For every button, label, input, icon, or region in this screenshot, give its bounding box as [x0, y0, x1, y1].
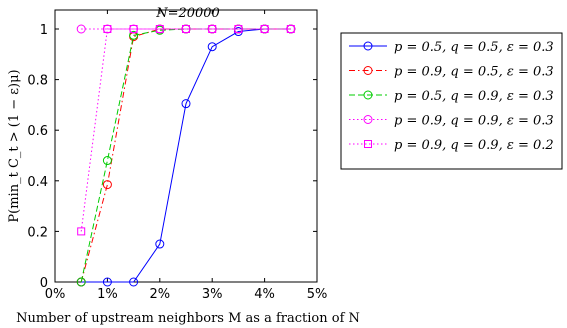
legend-marker [363, 41, 373, 51]
y-tick-label: 0 [40, 276, 48, 291]
legend-label: p = 0.9, q = 0.9, ε = 0.2 [394, 138, 554, 153]
legend-item-4: p = 0.9, q = 0.9, ε = 0.3 [349, 114, 554, 129]
legend-box [340, 32, 563, 170]
data-point [103, 25, 112, 33]
data-point [129, 277, 139, 287]
series-5 [77, 25, 295, 236]
legend-items: p = 0.5, q = 0.5, ε = 0.3 p = 0.9, q = 0.… [349, 40, 554, 153]
data-point [155, 239, 165, 249]
plot-frame [54, 9, 318, 283]
y-tick-label: 0.6 [27, 124, 48, 139]
x-axis-label: Number of upstream neighbors M as a frac… [16, 311, 360, 326]
series-4 [76, 24, 296, 34]
data-point [207, 42, 217, 52]
series-2 [76, 24, 296, 287]
data-point [102, 156, 112, 166]
series-line [80, 28, 291, 283]
data-point [234, 25, 243, 33]
x-axis-ticks: 0% 1% 2% 3% 4% 5% [45, 10, 328, 302]
data-point [286, 25, 295, 33]
legend-label: p = 0.9, q = 0.9, ε = 0.3 [394, 114, 554, 129]
data-point [76, 24, 86, 34]
y-tick-label: 0.4 [27, 175, 48, 190]
data-point [102, 180, 112, 190]
data-point [129, 25, 138, 33]
data-point [129, 30, 139, 40]
data-point [260, 25, 269, 33]
series-1 [76, 24, 296, 287]
x-tick-label: 0% [45, 287, 66, 302]
series-layer [76, 24, 296, 287]
x-tick-label: 4% [254, 287, 275, 302]
series-3 [76, 24, 296, 287]
y-axis-label: P(min_t C_t > (1 − ε)μ) [7, 69, 22, 222]
legend-item-3: p = 0.5, q = 0.9, ε = 0.3 [349, 89, 554, 104]
chart-title: N=20000 [155, 6, 220, 21]
legend: p = 0.5, q = 0.5, ε = 0.3 p = 0.9, q = 0.… [340, 32, 563, 170]
data-point [76, 277, 86, 287]
legend-marker [363, 66, 373, 75]
legend-item-1: p = 0.5, q = 0.5, ε = 0.3 [349, 40, 554, 55]
legend-label: p = 0.9, q = 0.5, ε = 0.3 [394, 65, 554, 80]
data-point [182, 25, 190, 33]
legend-marker [363, 115, 373, 124]
data-point [102, 277, 112, 287]
y-tick-label: 0.8 [27, 74, 48, 89]
legend-item-2: p = 0.9, q = 0.5, ε = 0.3 [349, 65, 554, 80]
series-line [81, 28, 291, 283]
y-axis-ticks: 0 0.2 0.4 0.6 0.8 1 [27, 23, 317, 291]
x-tick-label: 2% [149, 287, 170, 302]
x-tick-label: 3% [202, 287, 223, 302]
legend-item-5: p = 0.9, q = 0.9, ε = 0.2 [349, 138, 554, 153]
data-point [155, 25, 164, 33]
data-point [181, 99, 191, 109]
data-point [208, 25, 217, 33]
series-line [80, 28, 291, 283]
x-tick-label: 5% [307, 287, 328, 302]
data-point [77, 227, 86, 236]
legend-label: p = 0.5, q = 0.9, ε = 0.3 [394, 89, 554, 104]
x-tick-label: 1% [97, 287, 118, 302]
y-tick-label: 0.2 [27, 225, 48, 240]
plot-area: 0% 1% 2% 3% 4% 5% 0 0.2 0.4 0.6 0.8 1 [27, 9, 328, 302]
series-line [80, 28, 291, 232]
y-tick-label: 1 [40, 23, 48, 38]
legend-label: p = 0.5, q = 0.5, ε = 0.3 [394, 40, 554, 55]
legend-marker [364, 140, 372, 148]
legend-marker [363, 90, 373, 100]
